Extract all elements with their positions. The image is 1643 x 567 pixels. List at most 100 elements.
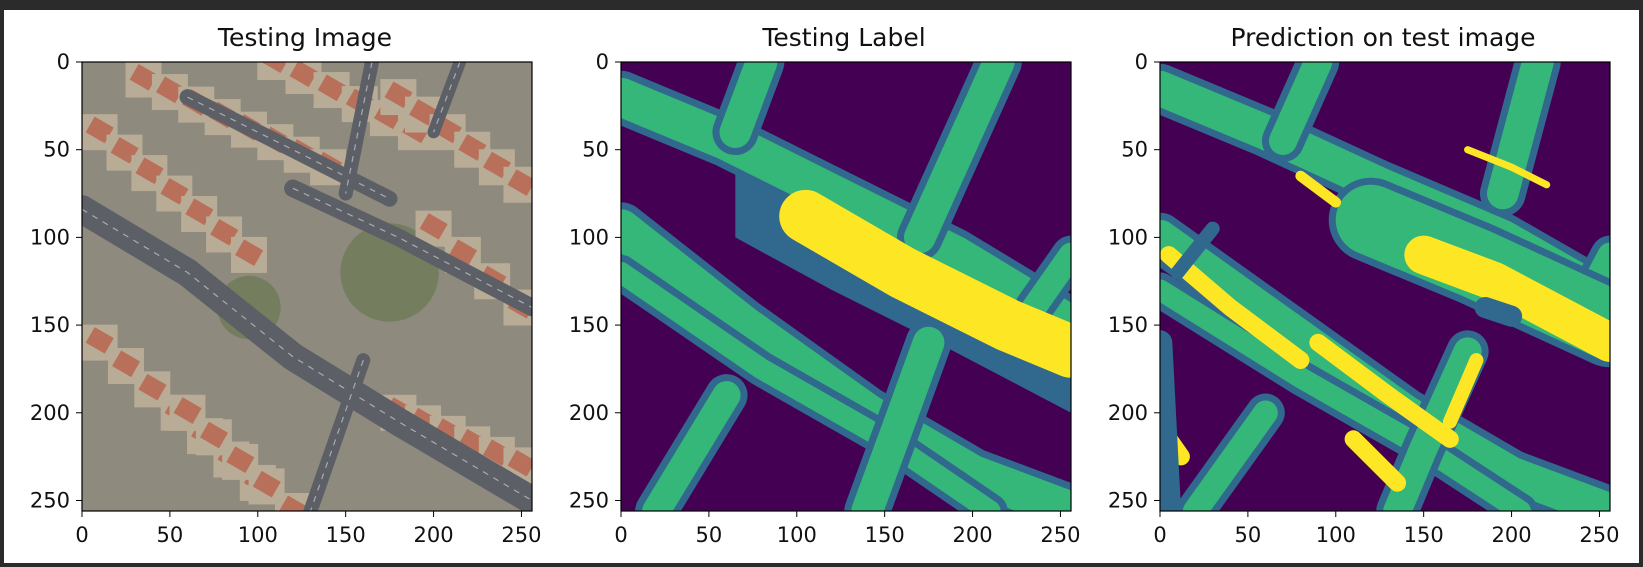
house-roof [507, 449, 532, 477]
axes-frame [620, 61, 1072, 512]
panel-prediction: Prediction on test image 0 50 100 150 200 250… [1108, 23, 1620, 547]
class-1-region [1170, 221, 1220, 280]
x-tick-label: 100 [238, 523, 278, 547]
y-tick-label: 100 [569, 225, 609, 249]
house-roof [448, 239, 478, 266]
road-marking [345, 62, 373, 194]
house-roof [112, 350, 141, 378]
y-tick-label: 50 [1121, 138, 1148, 162]
class-3-region [1404, 235, 1610, 362]
y-tick-label: 50 [43, 138, 70, 162]
class-3-region [1309, 333, 1459, 448]
y-tick-label: 100 [1108, 225, 1148, 249]
class-2-region [719, 62, 778, 149]
x-tick-label: 250 [501, 523, 541, 547]
class-2-region [1383, 337, 1482, 511]
y-tick-label: 150 [569, 313, 609, 337]
house-lot [257, 62, 294, 80]
y-tick-label: 100 [30, 225, 70, 249]
y-tick-label: 250 [569, 488, 609, 512]
class-2-region [642, 381, 741, 511]
class-2-region [1182, 400, 1278, 511]
x-tick-label: 50 [1235, 523, 1262, 547]
road-marking [433, 62, 461, 133]
y-tick-label: 250 [1108, 488, 1148, 512]
house-roof [261, 62, 290, 74]
class-2-region [903, 62, 1015, 254]
y-tick-label: 150 [30, 313, 70, 337]
x-tick-label: 150 [865, 523, 905, 547]
panel-title: Testing Label [761, 23, 925, 52]
x-tick-label: 100 [1316, 523, 1356, 547]
x-tick-label: 200 [1492, 523, 1532, 547]
class-3-region [779, 189, 1071, 378]
house-roof [138, 373, 167, 401]
road-marking [292, 187, 532, 309]
image-content [621, 62, 1071, 511]
x-tick-label: 0 [614, 523, 627, 547]
house-roof [279, 495, 308, 511]
road-marking [309, 360, 364, 511]
x-tick-label: 100 [777, 523, 817, 547]
panel-testing-image: Testing Image 0 50 100 150 200 25005010015020… [30, 23, 542, 547]
x-tick-label: 200 [953, 523, 993, 547]
x-tick-label: 50 [157, 523, 184, 547]
panel-testing-label: Testing Label 0 50 100 150 200 25005010015020… [569, 23, 1081, 547]
class-2-region [621, 261, 1001, 511]
class-2-region [621, 77, 1071, 345]
house-roof [155, 76, 185, 104]
house-roof [252, 470, 281, 498]
y-tick-label: 0 [596, 50, 609, 74]
x-tick-label: 150 [326, 523, 366, 547]
label-map-area [620, 61, 1072, 512]
panel-title: Prediction on test image [1230, 23, 1535, 52]
prediction-map-area [1159, 61, 1611, 512]
class-3-region [1160, 246, 1310, 369]
y-tick-label: 0 [1135, 50, 1148, 74]
axes-frame [81, 61, 533, 512]
x-tick-label: 50 [696, 523, 723, 547]
image-area [81, 61, 533, 512]
image-content [1160, 62, 1610, 511]
y-tick-label: 200 [1108, 401, 1148, 425]
x-tick-label: 200 [414, 523, 454, 547]
house-roof [129, 64, 158, 91]
x-tick-label: 0 [1153, 523, 1166, 547]
class-3-region [1344, 430, 1407, 492]
y-tick-label: 250 [30, 488, 70, 512]
house-roof [235, 239, 264, 266]
axes-frame [1159, 61, 1611, 512]
panel-title: Testing Image [217, 23, 392, 52]
house-roof [199, 421, 228, 449]
y-tick-label: 200 [30, 401, 70, 425]
image-content [82, 62, 532, 511]
house-roof [419, 213, 448, 240]
class-2-region [1486, 62, 1554, 210]
y-tick-label: 150 [1108, 313, 1148, 337]
y-tick-label: 50 [582, 138, 609, 162]
house-roof [317, 74, 346, 102]
class-3-region [1295, 170, 1342, 208]
class-2-region [1268, 62, 1333, 155]
x-tick-label: 150 [1404, 523, 1444, 547]
class-1-region [1474, 296, 1523, 327]
y-tick-label: 0 [57, 50, 70, 74]
class-3-region [1464, 146, 1551, 189]
house-roof [173, 397, 202, 424]
house-roof [85, 327, 114, 354]
class-3-region [1442, 353, 1484, 429]
house-roof [507, 169, 532, 196]
house-roof [289, 62, 318, 88]
class-2-region [851, 326, 945, 511]
class-2-region [1160, 279, 1531, 511]
road-marking [187, 96, 390, 200]
road-marking [82, 208, 532, 502]
class-1-region [1160, 330, 1182, 511]
y-tick-label: 200 [569, 401, 609, 425]
class-2-region [1021, 242, 1071, 320]
x-tick-label: 250 [1040, 523, 1080, 547]
